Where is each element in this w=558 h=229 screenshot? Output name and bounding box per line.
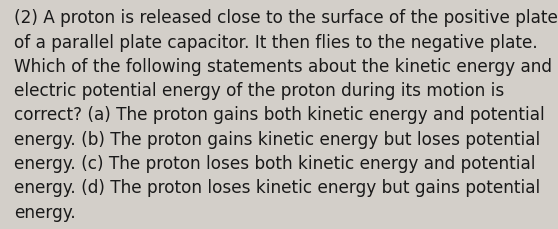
Text: (2) A proton is released close to the surface of the positive plate
of a paralle: (2) A proton is released close to the su… bbox=[14, 9, 558, 221]
